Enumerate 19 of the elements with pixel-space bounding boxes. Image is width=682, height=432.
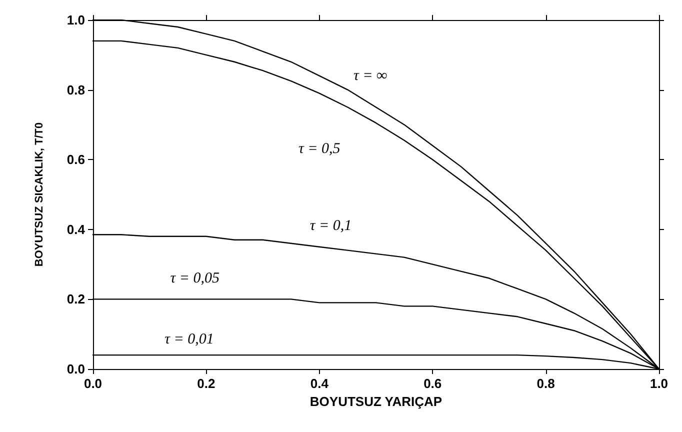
x-tick-label: 0.0 (84, 376, 102, 391)
annotation: τ = ∞ (353, 68, 388, 84)
x-tick-label: 0.2 (197, 376, 216, 391)
annotation: τ = 0,05 (170, 270, 220, 286)
x-axis-title: BOYUTSUZ YARIÇAP (310, 394, 442, 409)
x-tick-label: 0.8 (536, 376, 555, 391)
y-tick-label: 0.0 (66, 362, 85, 376)
x-tick-label: 0.6 (424, 376, 442, 391)
y-tick-label: 1.0 (66, 12, 85, 28)
y-tick-label: 0.8 (66, 82, 85, 98)
annotation: τ = 0,1 (310, 218, 352, 234)
x-tick-label: 1.0 (650, 376, 668, 391)
x-tick-label: 0.4 (310, 376, 330, 391)
y-axis-title: BOYUTSUZ SICAKLIK, T/T0 (34, 122, 46, 267)
y-tick-label: 0.6 (66, 152, 85, 168)
y-tick-label: 0.4 (66, 222, 86, 237)
y-tick-label: 0.2 (66, 292, 85, 307)
annotation: τ = 0,5 (298, 141, 341, 158)
annotation: τ = 0,01 (164, 331, 214, 348)
